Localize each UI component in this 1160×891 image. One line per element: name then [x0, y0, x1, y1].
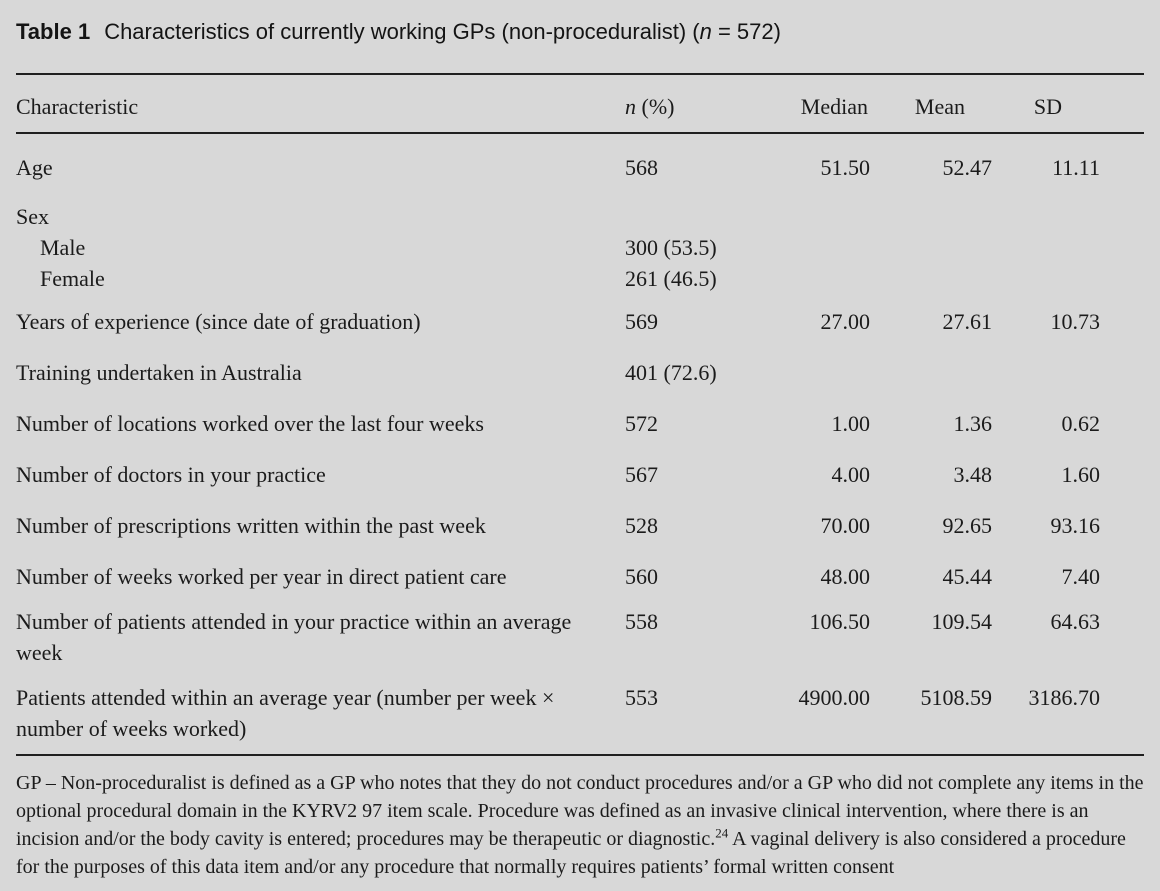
table-row-female: Female 261 (46.5) — [16, 263, 1144, 294]
column-header-mean: Mean — [870, 74, 992, 134]
cell-n: 572 — [625, 411, 658, 436]
cell-n: 560 — [625, 564, 658, 589]
table-row-training-australia: Training undertaken in Australia 401 (72… — [16, 347, 1144, 398]
cell-median: 1.00 — [831, 411, 871, 436]
cell-sd — [992, 232, 1144, 263]
column-header-n-percent: n (%) — [625, 74, 760, 134]
cell-sd — [992, 347, 1144, 398]
page-title: Table 1 Characteristics of currently work… — [16, 0, 1144, 46]
cell-median: 4.00 — [831, 462, 871, 487]
cell-n: 567 — [625, 462, 658, 487]
column-header-characteristic: Characteristic — [16, 74, 625, 134]
cell-sd: 10.73 — [1050, 309, 1101, 334]
footnote-reference-superscript: 24 — [715, 825, 729, 841]
table-row-patients-per-year: Patients attended within an average year… — [16, 676, 1144, 755]
cell-median: 4900.00 — [798, 685, 871, 710]
row-label: Years of experience (since date of gradu… — [16, 309, 421, 334]
cell-mean: 1.36 — [953, 411, 993, 436]
title-n-value: = 572) — [711, 19, 781, 44]
row-label: Training undertaken in Australia — [16, 360, 302, 385]
cell-mean — [870, 263, 992, 294]
cell-sd — [992, 193, 1144, 232]
table-row-prescriptions: Number of prescriptions written within t… — [16, 500, 1144, 551]
header-n-italic: n — [625, 94, 636, 119]
cell-mean — [870, 232, 992, 263]
cell-n: 569 — [625, 309, 658, 334]
row-label: Number of weeks worked per year in direc… — [16, 564, 507, 589]
table-row-weeks-worked: Number of weeks worked per year in direc… — [16, 551, 1144, 600]
header-n-rest: (%) — [636, 94, 675, 119]
cell-n: 568 — [625, 155, 658, 180]
cell-n: 528 — [625, 513, 658, 538]
characteristics-table: Characteristic n (%) Median Mean SD Age … — [16, 73, 1144, 756]
row-label-indented: Female — [40, 266, 105, 291]
row-label: Patients attended within an average year… — [16, 685, 555, 741]
cell-median: 70.00 — [820, 513, 871, 538]
cell-median — [760, 263, 870, 294]
table-row-doctors-in-practice: Number of doctors in your practice 567 4… — [16, 449, 1144, 500]
table-footnote: GP – Non-proceduralist is defined as a G… — [16, 756, 1144, 881]
cell-n: 300 (53.5) — [625, 235, 717, 260]
table-row-patients-per-week: Number of patients attended in your prac… — [16, 600, 1144, 676]
table-header: Characteristic n (%) Median Mean SD — [16, 74, 1144, 134]
row-label: Age — [16, 155, 53, 180]
table-row-years-experience: Years of experience (since date of gradu… — [16, 294, 1144, 347]
cell-median — [760, 347, 870, 398]
row-label-indented: Male — [40, 235, 86, 260]
cell-n: 401 (72.6) — [625, 360, 717, 385]
cell-n — [625, 193, 760, 232]
cell-sd: 0.62 — [1061, 411, 1101, 436]
cell-sd: 7.40 — [1061, 564, 1101, 589]
cell-mean — [870, 347, 992, 398]
table-row-sex: Sex — [16, 193, 1144, 232]
cell-sd: 3186.70 — [1028, 685, 1101, 710]
table-title-text: Characteristics of currently working GPs… — [104, 19, 700, 44]
row-label: Sex — [16, 204, 49, 229]
header-row: Characteristic n (%) Median Mean SD — [16, 74, 1144, 134]
row-label: Number of doctors in your practice — [16, 462, 326, 487]
cell-sd: 64.63 — [1050, 609, 1101, 634]
row-label: Male — [16, 232, 625, 263]
cell-median: 48.00 — [820, 564, 871, 589]
row-label: Number of locations worked over the last… — [16, 411, 484, 436]
cell-mean — [870, 193, 992, 232]
cell-median — [760, 193, 870, 232]
cell-n: 553 — [625, 685, 658, 710]
column-header-sd: SD — [992, 74, 1144, 134]
cell-n: 558 — [625, 609, 658, 634]
cell-mean: 92.65 — [942, 513, 993, 538]
row-label: Female — [16, 263, 625, 294]
cell-sd — [992, 263, 1144, 294]
cell-mean: 109.54 — [931, 609, 993, 634]
cell-median: 27.00 — [820, 309, 871, 334]
title-n-symbol: n — [699, 19, 712, 44]
cell-sd: 1.60 — [1061, 462, 1101, 487]
cell-median: 51.50 — [820, 155, 871, 180]
cell-mean: 5108.59 — [920, 685, 993, 710]
table-body: Age 568 51.50 52.47 11.11 Sex Male 300 (… — [16, 133, 1144, 755]
cell-n: 261 (46.5) — [625, 266, 717, 291]
cell-sd: 93.16 — [1050, 513, 1101, 538]
cell-mean: 27.61 — [942, 309, 993, 334]
footnote-text: GP – Non-proceduralist is defined as a G… — [16, 772, 1144, 850]
cell-mean: 45.44 — [942, 564, 993, 589]
cell-median: 106.50 — [809, 609, 871, 634]
footnote-text-continued: A vaginal delivery is also considered a … — [16, 828, 1126, 878]
cell-mean: 52.47 — [942, 155, 993, 180]
table-row-locations-worked: Number of locations worked over the last… — [16, 398, 1144, 449]
column-header-median: Median — [760, 74, 870, 134]
table-row-male: Male 300 (53.5) — [16, 232, 1144, 263]
row-label: Number of prescriptions written within t… — [16, 513, 486, 538]
cell-sd: 11.11 — [1052, 155, 1100, 180]
cell-median — [760, 232, 870, 263]
table-row-age: Age 568 51.50 52.47 11.11 — [16, 133, 1144, 193]
table-number-label: Table 1 — [16, 19, 91, 44]
row-label: Number of patients attended in your prac… — [16, 609, 572, 665]
cell-mean: 3.48 — [953, 462, 993, 487]
